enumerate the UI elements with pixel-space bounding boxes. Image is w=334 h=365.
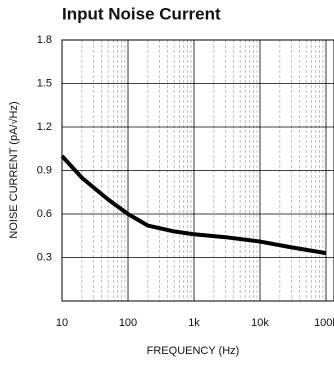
x-tick-label: 100 (119, 317, 137, 329)
x-tick-label: 100k (314, 317, 334, 329)
data-line (60, 154, 327, 256)
x-axis-label: FREQUENCY (Hz) (147, 345, 240, 357)
x-tick-label: 1k (188, 317, 200, 329)
y-tick-label: 0.6 (37, 208, 52, 220)
y-tick-label: 1.8 (37, 34, 52, 46)
y-axis-label: NOISE CURRENT (pA/√Hz) (8, 101, 20, 238)
y-tick-label: 0.3 (37, 251, 52, 263)
x-tick-label: 10k (251, 317, 269, 329)
chart-title: Input Noise Current (62, 4, 221, 23)
y-tick-label: 0.9 (37, 164, 52, 176)
x-tick-label: 10 (56, 317, 68, 329)
y-tick-label: 1.2 (37, 121, 52, 133)
y-tick-label: 1.5 (37, 77, 52, 89)
